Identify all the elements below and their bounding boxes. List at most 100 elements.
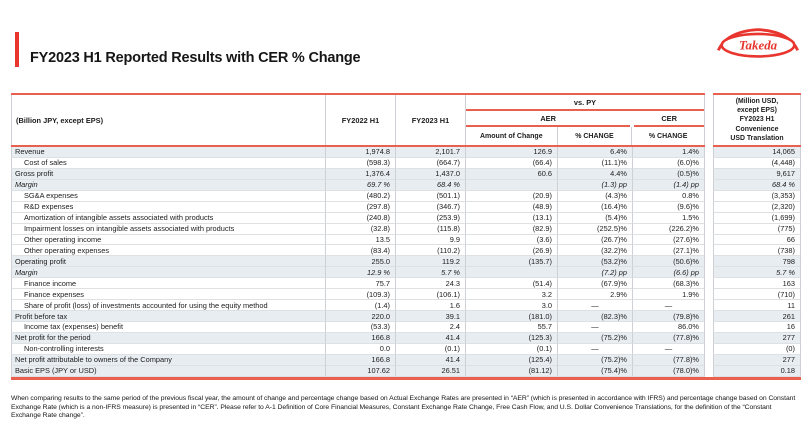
row-value: (109.3) bbox=[326, 289, 396, 301]
row-value bbox=[466, 267, 558, 279]
table-row: Net profit attributable to owners of the… bbox=[11, 354, 801, 366]
row-value: 41.4 bbox=[396, 354, 466, 366]
header-vs-py: vs. PY bbox=[466, 95, 704, 111]
row-value: (226.2)% bbox=[633, 223, 705, 235]
row-value: (20.9) bbox=[466, 190, 558, 202]
row-value: (253.9) bbox=[396, 212, 466, 224]
red-rule-top-usd bbox=[713, 93, 801, 95]
logo-ellipse bbox=[720, 32, 796, 58]
row-label: Cost of sales bbox=[11, 157, 326, 169]
row-value: (297.8) bbox=[326, 201, 396, 213]
footnote: When comparing results to the same perio… bbox=[11, 394, 796, 420]
row-value: 0.18 bbox=[713, 365, 801, 377]
row-value: (240.8) bbox=[326, 212, 396, 224]
row-value: 86.0% bbox=[633, 322, 705, 333]
row-value: (1,699) bbox=[713, 212, 801, 224]
column-gap bbox=[705, 322, 713, 333]
row-value: (75.4)% bbox=[558, 365, 633, 377]
row-value: 277 bbox=[713, 354, 801, 366]
row-value: (51.4) bbox=[466, 278, 558, 290]
table-row: Other operating expenses (83.4) (110.2) (26… bbox=[11, 245, 801, 257]
table-row: Gross profit 1,376.4 1,437.0 60.6 4.4% (0.5)%… bbox=[11, 168, 801, 180]
row-value: 68.4 % bbox=[713, 179, 801, 191]
row-value: 1,974.8 bbox=[326, 147, 396, 158]
header-usd-translation: (Million USD, except EPS) FY2023 H1 Conv… bbox=[713, 95, 801, 145]
table-row: Basic EPS (JPY or USD) 107.62 26.51 (81.12)… bbox=[11, 365, 801, 377]
row-value: 1,437.0 bbox=[396, 168, 466, 180]
row-value: 60.6 bbox=[466, 168, 558, 180]
column-gap bbox=[705, 311, 713, 322]
row-value: (78.0)% bbox=[633, 365, 705, 377]
row-value: (50.6)% bbox=[633, 256, 705, 268]
row-value: (4,448) bbox=[713, 157, 801, 169]
row-label: Impairment losses on intangible assets a… bbox=[11, 223, 326, 235]
row-label: Revenue bbox=[11, 147, 326, 158]
row-label: SG&A expenses bbox=[11, 190, 326, 202]
title-accent-bar bbox=[15, 32, 19, 67]
row-value: (6.6) pp bbox=[633, 267, 705, 279]
logo-text: Takeda bbox=[739, 38, 778, 53]
row-value: (501.1) bbox=[396, 190, 466, 202]
column-gap bbox=[705, 267, 713, 279]
row-value: 277 bbox=[713, 332, 801, 344]
row-value: 9,617 bbox=[713, 168, 801, 180]
row-value: (3,353) bbox=[713, 190, 801, 202]
row-value: (664.7) bbox=[396, 157, 466, 169]
row-value: (5.4)% bbox=[558, 212, 633, 224]
row-value: (53.2)% bbox=[558, 256, 633, 268]
row-value: (77.8)% bbox=[633, 332, 705, 344]
row-value: (106.1) bbox=[396, 289, 466, 301]
column-gap bbox=[705, 212, 713, 224]
row-value: 5.7 % bbox=[713, 267, 801, 279]
header-pct-change-aer: % CHANGE bbox=[558, 127, 633, 145]
table-row: Non-controlling interests 0.0 (0.1) (0.1) — —… bbox=[11, 343, 801, 355]
row-label: Other operating income bbox=[11, 234, 326, 246]
row-value: (125.4) bbox=[466, 354, 558, 366]
row-label: Basic EPS (JPY or USD) bbox=[11, 365, 326, 377]
row-value: 6.4% bbox=[558, 147, 633, 158]
column-gap bbox=[705, 300, 713, 312]
row-value: (6.0)% bbox=[633, 157, 705, 169]
row-label: Margin bbox=[11, 179, 326, 191]
row-value: 39.1 bbox=[396, 311, 466, 322]
column-gap bbox=[705, 343, 713, 355]
row-value: (32.8) bbox=[326, 223, 396, 235]
results-table: (Billion JPY, except EPS) FY2022 H1 FY20… bbox=[11, 93, 801, 380]
table-row: Cost of sales (598.3) (664.7) (66.4) (11.1)%… bbox=[11, 157, 801, 169]
row-value: 69.7 % bbox=[326, 179, 396, 191]
row-value: (775) bbox=[713, 223, 801, 235]
row-value: (4.3)% bbox=[558, 190, 633, 202]
row-value: 68.4 % bbox=[396, 179, 466, 191]
row-value: 2,101.7 bbox=[396, 147, 466, 158]
row-value: (67.9)% bbox=[558, 278, 633, 290]
table-row: R&D expenses (297.8) (346.7) (48.9) (16.4)%(… bbox=[11, 201, 801, 213]
table-row: Finance expenses (109.3) (106.1) 3.2 2.9% 1.9… bbox=[11, 289, 801, 301]
page-title: FY2023 H1 Reported Results with CER % Ch… bbox=[30, 49, 361, 66]
table-row: Margin 12.9 % 5.7 % (7.2) pp (6.6) pp 5.7 % bbox=[11, 267, 801, 279]
row-value: 55.7 bbox=[466, 322, 558, 333]
header-amount-of-change: Amount of Change bbox=[466, 127, 558, 145]
column-gap bbox=[705, 157, 713, 169]
row-value: (68.3)% bbox=[633, 278, 705, 290]
row-value: 3.0 bbox=[466, 300, 558, 312]
column-gap bbox=[705, 354, 713, 366]
column-gap bbox=[705, 365, 713, 377]
row-value: (48.9) bbox=[466, 201, 558, 213]
table-row: Finance income 75.7 24.3 (51.4) (67.9)% (68.3… bbox=[11, 278, 801, 290]
row-value: 16 bbox=[713, 322, 801, 333]
column-gap bbox=[705, 332, 713, 344]
header-aer: AER bbox=[466, 111, 631, 127]
row-value: 12.9 % bbox=[326, 267, 396, 279]
row-value: 1.9% bbox=[633, 289, 705, 301]
row-value: 26.51 bbox=[396, 365, 466, 377]
row-value: (0.5)% bbox=[633, 168, 705, 180]
row-value: 4.4% bbox=[558, 168, 633, 180]
column-gap bbox=[705, 245, 713, 257]
row-value: (115.8) bbox=[396, 223, 466, 235]
row-value: (75.2)% bbox=[558, 354, 633, 366]
row-value: 1,376.4 bbox=[326, 168, 396, 180]
row-value: 255.0 bbox=[326, 256, 396, 268]
row-value: 13.5 bbox=[326, 234, 396, 246]
row-value: (75.2)% bbox=[558, 332, 633, 344]
row-value: 798 bbox=[713, 256, 801, 268]
